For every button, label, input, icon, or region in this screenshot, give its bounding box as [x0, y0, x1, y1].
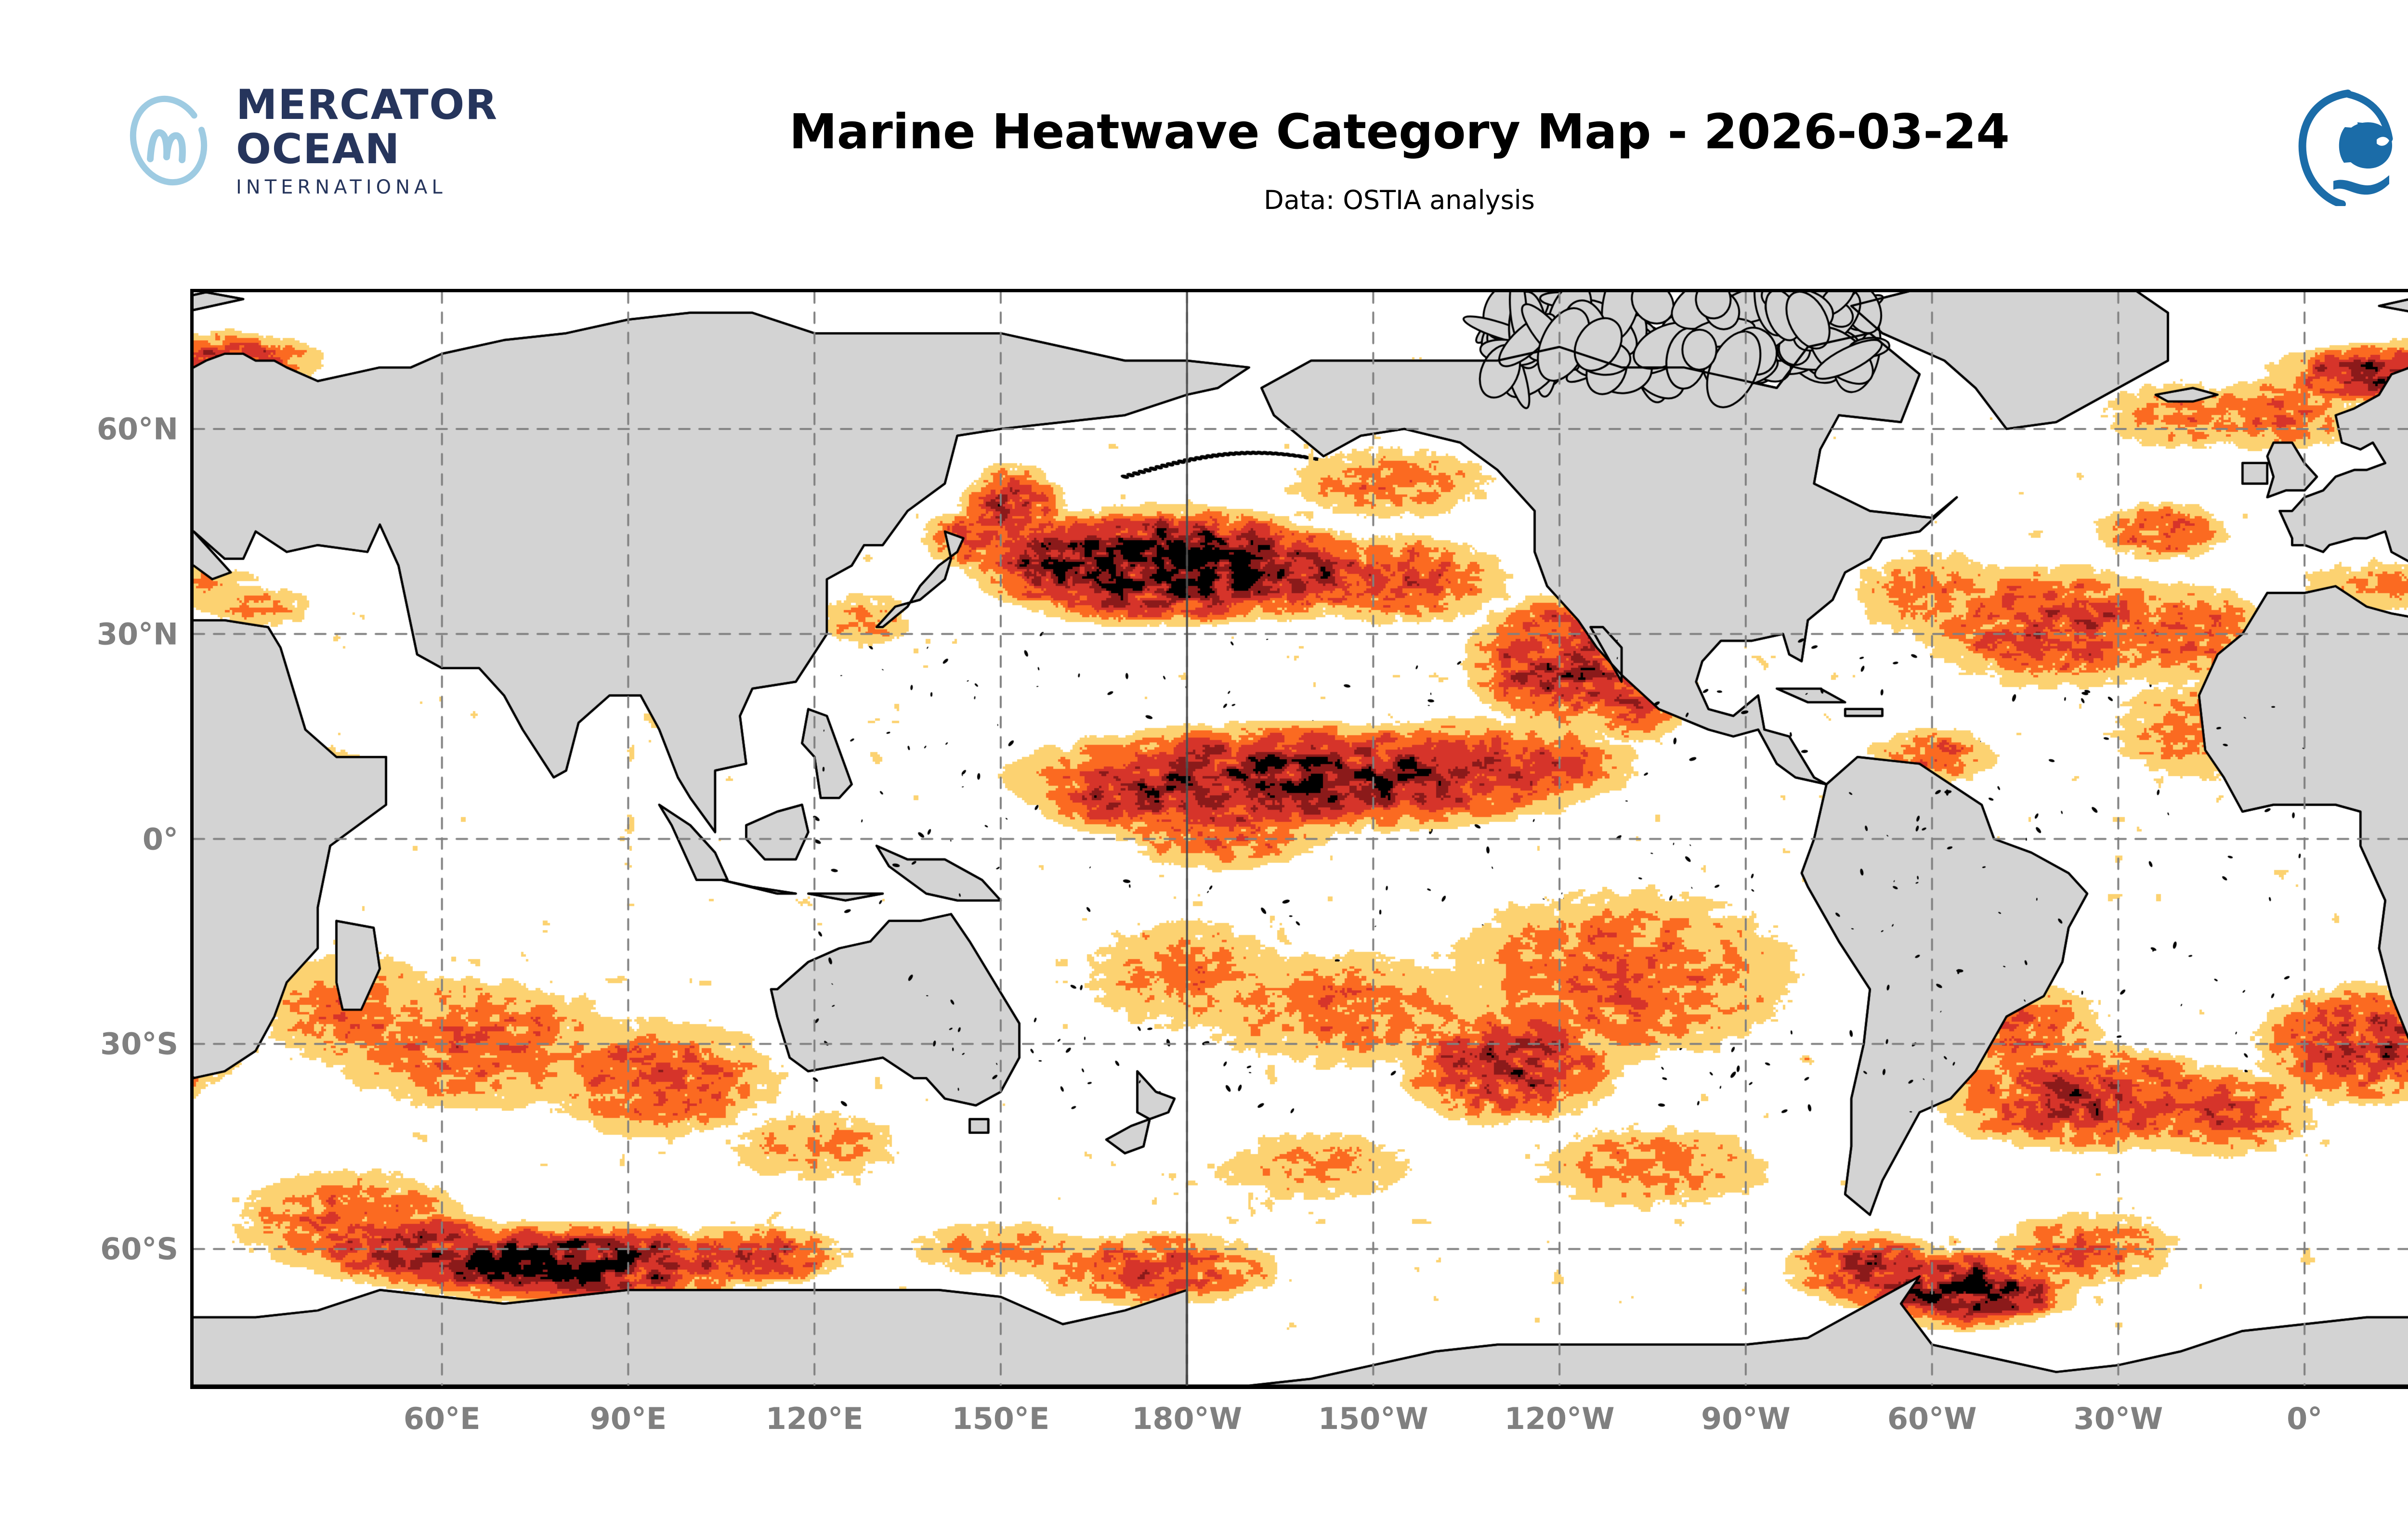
page-title: Marine Heatwave Category Map - 2026-03-2…	[789, 104, 2010, 160]
lon-tick-label: 90°E	[589, 1401, 667, 1436]
header: MERCATOR OCEAN INTERNATIONAL Marine Heat…	[0, 0, 2408, 270]
mercator-line2: OCEAN	[236, 125, 401, 173]
mercator-line1: MERCATOR	[236, 81, 498, 129]
lon-tick-label: 30°W	[2073, 1401, 2163, 1436]
lat-tick-label: 60°S	[100, 1231, 178, 1267]
lon-tick-label: 60°E	[403, 1401, 481, 1436]
title-block: Marine Heatwave Category Map - 2026-03-2…	[0, 0, 2408, 215]
copernicus-marine-service-logo: Copernicus Marine Service	[2291, 86, 2408, 206]
lon-tick-label: 120°E	[765, 1401, 864, 1436]
mercator-line3: INTERNATIONAL	[236, 176, 447, 198]
lon-tick-label: 150°E	[952, 1401, 1050, 1436]
lon-tick-label: 90°W	[1701, 1401, 1791, 1436]
lat-tick-label: 30°S	[100, 1026, 178, 1062]
lat-tick-label: 30°N	[96, 616, 178, 652]
lat-tick-label: 0°	[142, 821, 178, 857]
mercator-wordmark: MERCATOR OCEAN INTERNATIONAL	[236, 84, 498, 197]
mercator-ocean-logo: MERCATOR OCEAN INTERNATIONAL	[120, 84, 498, 197]
fish-in-arc-icon	[2298, 90, 2393, 206]
lon-tick-label: 0°	[2287, 1401, 2323, 1436]
lat-tick-label: 60°N	[96, 411, 178, 447]
heatwave-category-raster	[194, 292, 2408, 1386]
lon-tick-label: 120°W	[1504, 1401, 1615, 1436]
lon-tick-label: 150°W	[1318, 1401, 1428, 1436]
mercator-m-icon	[130, 95, 208, 186]
lon-tick-label: 180°W	[1132, 1401, 1243, 1436]
lon-tick-label: 60°W	[1887, 1401, 1977, 1436]
page-subtitle: Data: OSTIA analysis	[1264, 185, 1535, 215]
lon-tick-label: 30°E	[2390, 1401, 2408, 1436]
map-plot-area[interactable]	[190, 289, 2408, 1389]
